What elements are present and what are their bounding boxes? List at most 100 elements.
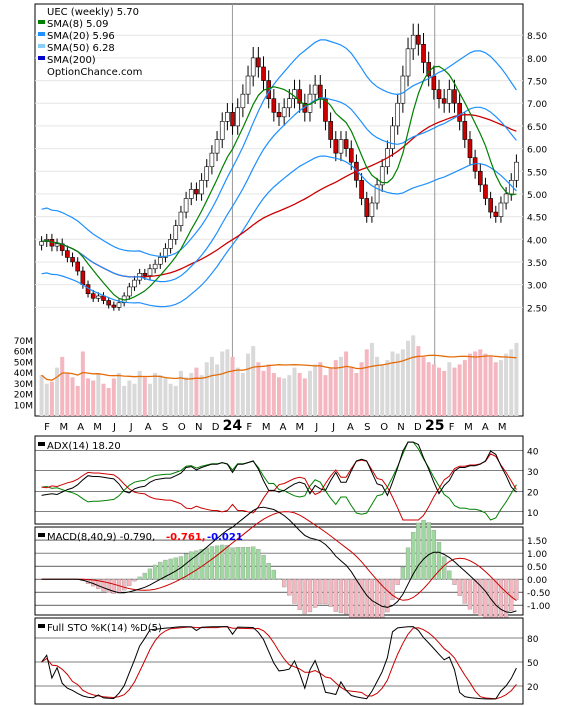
x-axis-labels: F M A M J J A S O N D 24 F M A M J J A S O N D 25 F M A M	[44, 418, 506, 434]
macd-histogram-bar	[385, 579, 390, 613]
x-tick-label: A	[77, 422, 84, 433]
candle-body	[400, 75, 406, 104]
candle-body	[395, 102, 401, 127]
macd-histogram-bar	[483, 579, 488, 619]
volume-bar	[354, 373, 359, 416]
volume-bar	[442, 370, 447, 416]
volume-bar	[80, 351, 85, 416]
volume-bar	[60, 356, 65, 416]
macd-histogram-bar	[488, 579, 493, 624]
x-tick-label: 24	[223, 418, 243, 434]
volume-bar	[488, 356, 493, 416]
x-tick-label: 25	[425, 418, 444, 434]
candle-body	[338, 139, 344, 154]
macd-histogram-bar	[400, 567, 406, 580]
macd-histogram-bar	[302, 579, 307, 614]
candle-body	[111, 304, 117, 308]
candle-body	[147, 268, 153, 276]
volume-bar	[158, 375, 163, 416]
candle-body	[157, 257, 163, 265]
volume-bar	[111, 378, 116, 416]
legend-sma200: SMA(200)	[47, 55, 96, 66]
candle-body	[271, 98, 277, 113]
candle-body	[452, 89, 457, 104]
candle-body	[312, 84, 318, 95]
x-tick-label: J	[129, 422, 133, 433]
macd-histogram-bar	[225, 544, 230, 580]
candle-body	[328, 121, 333, 140]
candle-body	[90, 293, 96, 299]
x-tick-label: D	[212, 422, 220, 433]
candle-body	[498, 202, 504, 217]
x-tick-label: A	[482, 422, 489, 433]
macd-histogram-bar	[338, 579, 344, 614]
indicator-tick-label: -0.50	[527, 589, 551, 599]
macd-histogram-bar	[287, 579, 292, 596]
macd-histogram-bar	[297, 579, 302, 610]
macd-content: 1.50 1.00 0.50 0.00 -0.50 -1.00	[35, 506, 551, 635]
volume-tick-label: 30M	[14, 380, 33, 390]
macd-histogram-bar	[235, 547, 240, 580]
macd-histogram-bar	[142, 572, 147, 580]
candle-body	[168, 238, 173, 249]
x-tick-label: D	[414, 422, 422, 433]
volume-bar	[380, 364, 385, 416]
macd-histogram-bar	[256, 549, 261, 580]
volume-bar	[421, 356, 426, 416]
candle-body	[467, 139, 473, 158]
volume-bar	[246, 353, 251, 416]
minus-di-line	[41, 453, 517, 521]
macd-histogram-bar	[478, 579, 483, 617]
legend-sma50: SMA(50) 6.28	[47, 43, 115, 54]
x-tick-label: S	[162, 422, 168, 433]
x-tick-label: N	[397, 422, 404, 433]
candle-body	[405, 48, 411, 77]
candle-body	[54, 243, 60, 247]
volume-tick-label: 40M	[14, 369, 33, 379]
price-lines	[41, 39, 517, 308]
bollinger-lower	[41, 155, 517, 308]
candle-body	[421, 43, 426, 63]
candle-body	[240, 93, 246, 109]
macd-histogram-bar	[416, 522, 421, 580]
volume-bar	[271, 373, 276, 416]
volume-bar	[163, 378, 168, 416]
indicator-tick-label: 1.00	[527, 550, 547, 560]
adx-content: 40 30 20 10	[35, 441, 539, 521]
x-tick-label: F	[449, 422, 455, 433]
volume-bar	[101, 383, 106, 416]
macd-histogram-bar	[431, 529, 436, 580]
candle-body	[70, 257, 75, 263]
volume-tick-label: 70M	[14, 337, 33, 347]
volume-bar	[297, 373, 302, 416]
price-tick-label: 3.50	[527, 259, 547, 269]
volume-bar	[375, 356, 380, 416]
price-legend: UEC (weekly) 5.70 SMA(8) 5.09 SMA(20) 5.…	[38, 7, 142, 78]
candle-body	[436, 89, 442, 100]
volume-bar	[230, 356, 235, 416]
volume-bar	[359, 362, 364, 416]
candle-body	[343, 139, 349, 149]
volume-bar	[437, 367, 441, 416]
macd-histogram-bar	[349, 579, 354, 620]
candle-body	[209, 152, 215, 168]
indicator-tick-label: 80	[527, 635, 539, 645]
macd-histogram-bar	[101, 579, 106, 592]
candle-body	[390, 125, 395, 149]
volume-bar	[209, 356, 214, 416]
macd-histogram-bar	[343, 579, 349, 615]
sto-k-line	[41, 626, 517, 700]
candle-body	[281, 107, 287, 118]
candle-body	[374, 184, 380, 204]
volume-bar	[369, 342, 374, 416]
volume-bar	[411, 335, 416, 416]
volume-bar	[199, 375, 204, 416]
price-tick-label: 3.00	[527, 282, 547, 292]
x-tick-label: A	[145, 422, 152, 433]
macd-histogram-bar	[457, 579, 462, 596]
volume-bar	[49, 381, 54, 416]
volume-bar	[184, 377, 189, 416]
candle-body	[514, 161, 519, 181]
x-tick-label: A	[347, 422, 354, 433]
